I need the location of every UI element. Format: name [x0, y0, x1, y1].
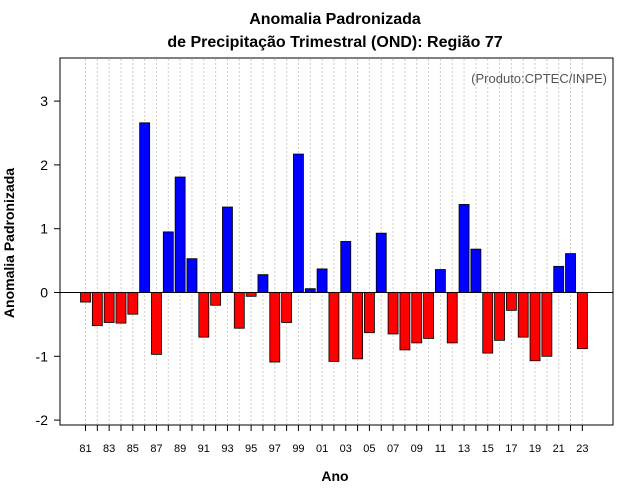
bar-2020: [541, 292, 553, 357]
bar-2007: [387, 292, 399, 335]
bar-2013: [458, 204, 470, 293]
x-tick-label: 01: [316, 443, 328, 455]
bar-2001: [316, 268, 328, 293]
x-tick-label: 81: [79, 443, 91, 455]
credit-text: (Produto:CPTEC/INPE): [471, 71, 607, 86]
y-tick-label: 2: [40, 157, 48, 173]
bar-1992: [210, 292, 222, 306]
bar-2003: [340, 241, 352, 293]
bar-1990: [186, 258, 198, 293]
bar-2006: [375, 232, 387, 293]
bar-2012: [446, 292, 458, 344]
bar-1989: [174, 176, 186, 293]
bar-2019: [529, 292, 541, 362]
bar-1999: [293, 153, 304, 293]
bar-1991: [198, 292, 210, 338]
y-tick-label: -2: [36, 412, 49, 428]
x-tick-label: 83: [103, 443, 115, 455]
bar-1993: [222, 206, 233, 293]
y-tick-label: -1: [36, 348, 49, 364]
bar-1988: [162, 231, 174, 293]
bar-2002: [328, 292, 340, 362]
x-tick-label: 21: [553, 443, 565, 455]
y-axis-label: Anomalia Padronizada: [1, 168, 17, 318]
x-tick-label: 99: [292, 443, 304, 455]
bar-1996: [257, 274, 269, 293]
bar-1981: [80, 292, 91, 303]
x-tick-label: 11: [435, 443, 446, 455]
x-tick-label: 09: [411, 443, 423, 455]
y-tick-label: 0: [40, 285, 48, 301]
bar-2011: [434, 269, 446, 293]
x-tick-label: 89: [174, 443, 186, 455]
x-tick-label: 17: [505, 443, 517, 455]
x-tick-label: 95: [245, 443, 257, 455]
bar-2010: [423, 292, 434, 339]
x-tick-label: 19: [529, 443, 541, 455]
bar-2021: [553, 265, 565, 293]
x-tick-label: 13: [458, 443, 470, 455]
y-tick-label: 3: [40, 93, 48, 109]
bar-2015: [482, 292, 494, 354]
bar-1983: [103, 292, 115, 323]
bar-1986: [139, 122, 151, 293]
y-axis: -2 -1 0 1 2 3: [36, 93, 60, 428]
bar-1997: [269, 292, 281, 363]
bar-2000: [304, 288, 316, 293]
bar-1985: [127, 292, 139, 315]
x-tick-label: 23: [576, 443, 588, 455]
x-axis-label: Ano: [321, 468, 348, 484]
bar-2005: [364, 292, 375, 334]
bars: [80, 122, 588, 363]
y-tick-label: 1: [40, 221, 48, 237]
bar-2004: [352, 292, 363, 360]
bar-1998: [281, 292, 293, 323]
x-tick-label: 97: [269, 443, 281, 455]
bar-1994: [233, 292, 245, 329]
bar-2017: [505, 292, 517, 311]
bar-1982: [91, 292, 103, 327]
bar-2018: [517, 292, 529, 338]
x-axis: 81 83 85 87 89 91 93 95 97 99 01 03 05 07 09 11 13 15 17 19…: [79, 425, 588, 455]
chart-title-line1: Anomalia Padronizada: [249, 11, 421, 28]
bar-1995: [245, 292, 257, 297]
plot-frame: [59, 57, 614, 426]
x-tick-label: 15: [482, 443, 494, 455]
x-tick-label: 05: [363, 443, 375, 455]
x-tick-label: 03: [340, 443, 352, 455]
chart-title-line2: de Precipitação Trimestral (OND): Região…: [167, 34, 502, 51]
bar-2016: [494, 292, 505, 341]
x-tick-label: 85: [127, 443, 139, 455]
x-tick-label: 07: [387, 443, 399, 455]
bar-2008: [399, 292, 411, 351]
gridlines: [85, 59, 583, 424]
x-tick-label: 93: [221, 443, 233, 455]
bar-2009: [411, 292, 423, 344]
x-tick-label: 91: [198, 443, 210, 455]
x-tick-label: 87: [150, 443, 162, 455]
bar-1984: [115, 292, 127, 324]
bar-2014: [470, 248, 482, 293]
bar-2022: [565, 253, 576, 293]
bar-2023: [576, 292, 588, 350]
bar-1987: [151, 292, 162, 355]
